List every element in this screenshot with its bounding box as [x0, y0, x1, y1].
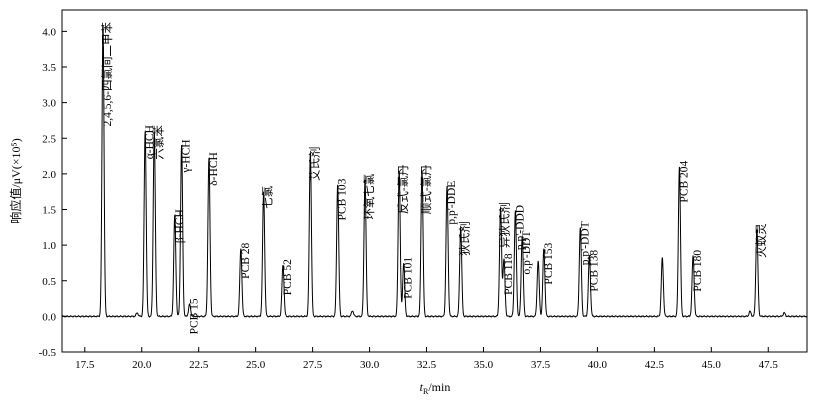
x-tick-label: 30.0	[360, 359, 380, 371]
x-tick-label: 32.5	[417, 359, 437, 371]
y-tick-label: 0.5	[42, 276, 56, 288]
peak-label: o,p'-DDT	[521, 231, 533, 275]
peak-label: 异狄氏剂	[498, 202, 512, 248]
y-tick-label: 0.0	[42, 311, 56, 323]
y-tick-label: 4.0	[42, 26, 56, 38]
peak-label: p,p'-DDD	[514, 205, 526, 250]
x-tick-label: 22.5	[189, 359, 209, 371]
x-tick-label: 40.0	[588, 359, 608, 371]
x-tick-label: 35.0	[474, 359, 494, 371]
x-tick-label: 45.0	[702, 359, 722, 371]
y-axis-title: 响应值/μV(×10⁵)	[8, 138, 23, 223]
y-tick-label: 3.0	[42, 98, 56, 110]
peak-label: 灭蚁灵	[755, 223, 768, 258]
peak-label: α-HCH	[144, 125, 156, 159]
x-tick-label: 17.5	[75, 359, 95, 371]
y-axis: -0.5 0.0 0.5 1.0 1.5 2.0 2.5 3.0 3.5 4.0	[39, 26, 67, 359]
x-axis: 17.5 20.0 22.5 25.0 27.5 30.0 32.5 35.0 37.5 40.0…	[75, 347, 778, 371]
peak-label: γ-HCH	[181, 139, 193, 173]
x-axis-title-main: t	[420, 380, 424, 394]
peak-label: 狄氏剂	[458, 221, 472, 256]
x-tick-label: 47.5	[759, 359, 779, 371]
peak-label: p,p'-DDT	[579, 221, 591, 265]
peak-label: PCB 118	[503, 253, 515, 295]
y-tick-label: 2.0	[42, 169, 56, 181]
peak-label: PCB 204	[678, 160, 690, 202]
x-tick-label: 20.0	[132, 359, 152, 371]
peak-label: 反式-氯丹	[396, 164, 410, 214]
peak-label: PCB 15	[189, 298, 201, 334]
y-tick-label: 2.5	[42, 133, 56, 145]
x-axis-title: tR/min	[420, 380, 451, 396]
peak-label: 七氯	[261, 185, 275, 208]
peak-label: β-HCH	[174, 209, 186, 243]
y-tick-label: 1.5	[42, 205, 56, 217]
x-tick-label: 25.0	[246, 359, 266, 371]
peak-label: PCB 52	[282, 259, 294, 295]
peak-label: δ-HCH	[208, 152, 220, 186]
peak-label: 2,4,5,6-四氯间二甲苯	[100, 22, 114, 127]
x-axis-title-sub: R	[423, 387, 429, 396]
x-tick-label: 42.5	[645, 359, 665, 371]
peak-label: PCB 101	[403, 257, 415, 299]
x-axis-title-unit: /min	[428, 380, 450, 394]
y-tick-label: -0.5	[39, 347, 57, 359]
peak-label: PCB 103	[337, 178, 349, 220]
chromatogram-trace	[61, 25, 808, 318]
x-tick-label: 27.5	[303, 359, 323, 371]
peak-label: PCB 153	[543, 242, 555, 284]
y-tick-label: 3.5	[42, 62, 56, 74]
peak-label: p,p'-DDE	[446, 181, 458, 225]
x-tick-label: 37.5	[531, 359, 551, 371]
peak-label: 六氯苯	[151, 125, 165, 160]
peak-label: PCB 28	[240, 242, 252, 278]
peak-label: PCB 180	[692, 250, 704, 292]
y-tick-label: 1.0	[42, 240, 56, 252]
peak-label: 环氧七氯	[362, 173, 376, 219]
peak-label: 艾氏剂	[307, 147, 321, 182]
plot-frame	[61, 9, 808, 353]
peak-label: PCB 138	[588, 250, 600, 292]
peak-label: 顺式-氯丹	[419, 164, 433, 214]
